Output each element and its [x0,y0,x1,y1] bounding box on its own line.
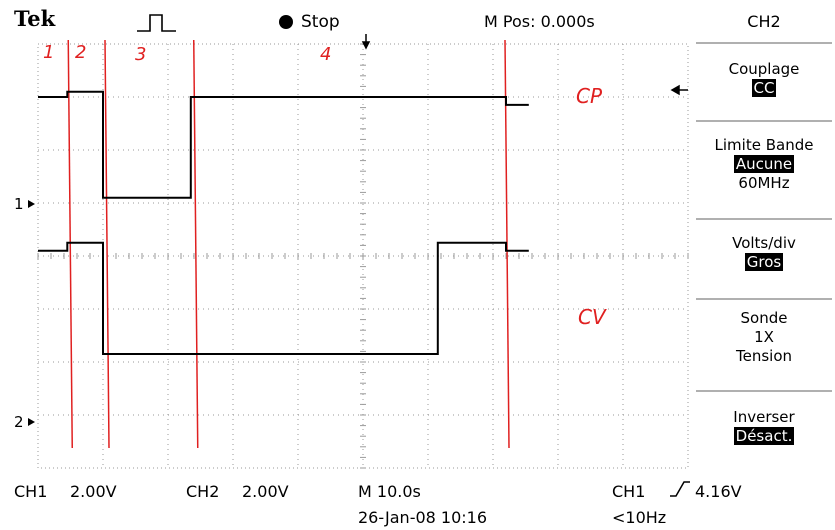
phase-1-label: 1 [43,42,55,63]
cp-label: CP [576,84,603,108]
trigger-level-arrow-icon [670,84,688,96]
menu-label: Sonde [740,309,788,327]
menu-divider [696,390,832,392]
phase-line [67,39,73,449]
ch2-ground-marker-icon [28,418,35,426]
ch2-scale: 2.00V [242,482,289,501]
menu-button-inverser[interactable]: Inverser Désact. [693,408,835,446]
ch1-marker-label: 1 [14,195,24,213]
menu-label: Limite Bande [714,136,814,154]
phase-3-label: 3 [135,44,147,65]
trace-cp [38,90,529,199]
menu-divider [696,298,832,300]
phase-line [193,39,199,449]
menu-value: 1X [754,328,774,346]
menu-divider [696,120,832,122]
ch2-label: CH2 [186,482,220,501]
acquisition-status: Stop [301,12,340,32]
menu-divider [696,218,832,220]
menu-button-volts-div[interactable]: Volts/div Gros [693,234,835,272]
trace-cv [38,241,529,355]
phase-4-label: 4 [320,44,332,65]
trigger-pulse-icon [137,14,176,32]
menu-value: CC [751,79,777,97]
waveform-traces [38,90,529,355]
ch1-label: CH1 [14,482,48,501]
cv-label: CV [578,305,606,329]
menu-button-sonde[interactable]: Sonde 1X Tension [693,309,835,366]
menu-value: Aucune [733,155,795,173]
menu-divider [696,42,832,44]
ch1-ground-marker-icon [28,200,35,208]
menu-label: Inverser [733,408,795,426]
ch2-marker-label: 2 [14,413,24,431]
horizontal-position-readout: M Pos: 0.000s [484,12,595,31]
phase-line [104,39,110,449]
phase-lines [67,39,510,449]
brand-logo: Tek [14,6,56,31]
menu-value: Désact. [733,427,795,445]
menu-label: Couplage [728,60,800,78]
trigger-slope-icon [670,481,690,497]
date-time-readout: 26-Jan-08 10:16 [358,508,488,527]
menu-value: Gros [744,253,784,271]
timebase-readout: M 10.0s [358,482,421,501]
frequency-readout: <10Hz [612,508,667,527]
trigger-level: 4.16V [695,482,742,501]
menu-button-limite-bande[interactable]: Limite Bande Aucune 60MHz [693,136,835,193]
trigger-position-arrow-icon [361,34,371,50]
menu-title: CH2 [747,12,781,31]
stop-indicator-icon [279,15,293,29]
menu-button-couplage[interactable]: Couplage CC [693,60,835,98]
menu-label: Volts/div [732,234,796,252]
menu-value: Tension [735,347,792,365]
ch1-scale: 2.00V [70,482,117,501]
trigger-source: CH1 [612,482,646,501]
phase-2-label: 2 [75,42,87,63]
menu-value: 60MHz [738,174,790,192]
